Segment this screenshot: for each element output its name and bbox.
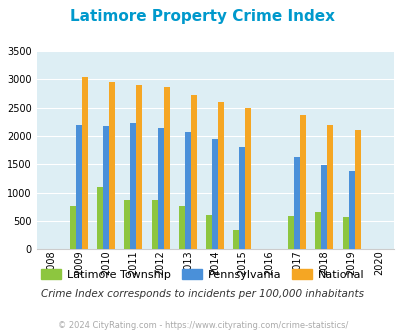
Bar	[233, 230, 239, 249]
Bar	[151, 200, 157, 249]
Bar	[136, 84, 142, 249]
Bar	[103, 126, 109, 249]
Bar	[130, 123, 136, 249]
Bar	[315, 213, 320, 249]
Bar	[163, 87, 169, 249]
Bar	[347, 171, 354, 249]
Bar	[190, 95, 196, 249]
Bar	[124, 200, 130, 249]
Text: © 2024 CityRating.com - https://www.cityrating.com/crime-statistics/: © 2024 CityRating.com - https://www.city…	[58, 321, 347, 330]
Text: Crime Index corresponds to incidents per 100,000 inhabitants: Crime Index corresponds to incidents per…	[41, 289, 364, 299]
Bar	[287, 216, 293, 249]
Bar	[184, 132, 190, 249]
Bar	[245, 108, 251, 249]
Bar	[239, 147, 245, 249]
Bar	[82, 77, 87, 249]
Bar	[70, 206, 76, 249]
Bar	[97, 187, 103, 249]
Bar	[299, 115, 305, 249]
Bar	[342, 217, 347, 249]
Bar	[326, 125, 333, 249]
Bar	[212, 139, 217, 249]
Legend: Latimore Township, Pennsylvania, National: Latimore Township, Pennsylvania, Nationa…	[37, 265, 368, 284]
Text: Latimore Property Crime Index: Latimore Property Crime Index	[70, 9, 335, 24]
Bar	[109, 82, 115, 249]
Bar	[179, 206, 184, 249]
Bar	[354, 130, 360, 249]
Bar	[206, 214, 212, 249]
Bar	[320, 165, 326, 249]
Bar	[217, 102, 224, 249]
Bar	[76, 125, 82, 249]
Bar	[293, 157, 299, 249]
Bar	[157, 127, 163, 249]
